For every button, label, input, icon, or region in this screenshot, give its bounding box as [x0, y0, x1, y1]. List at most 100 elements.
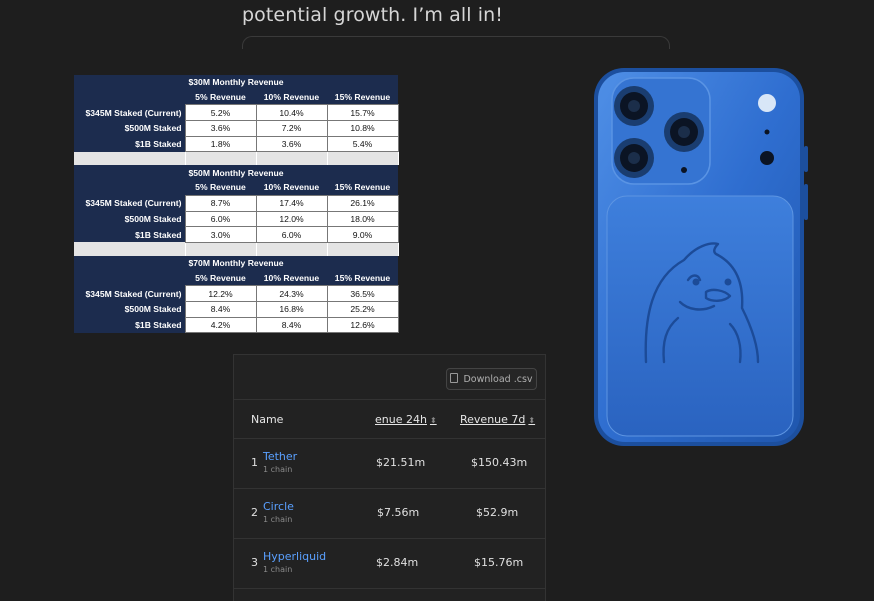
yield-cell: 17.4%: [255, 194, 328, 212]
column-header-row: 5% Revenue 10% Revenue 15% Revenue: [74, 180, 399, 196]
mic-dot: [764, 129, 770, 135]
flash-icon: [758, 94, 776, 112]
scenario-row: $345M Staked (Current) 8.7% 17.4% 26.1%: [74, 194, 399, 212]
yield-cell: 15.7%: [326, 104, 399, 122]
yield-cell: 16.8%: [255, 300, 328, 318]
table-row: 3 Hyperliquid 1 chain $2.84m $15.76m: [234, 538, 545, 589]
yield-cell: 3.6%: [255, 135, 328, 153]
yield-cell: 6.0%: [255, 226, 328, 243]
scenario-row: $345M Staked (Current) 12.2% 24.3% 36.5%: [74, 285, 399, 302]
revenue-24h-value: $2.84m: [376, 556, 419, 569]
scenario-label: $1B Staked: [74, 226, 185, 243]
revenue-7d-value: $52.9m: [476, 506, 519, 519]
column-header-revenue-7d[interactable]: Revenue 7d ⬍: [460, 413, 536, 426]
section-title-row: $70M Monthly Revenue: [74, 255, 399, 271]
scenario-label: $500M Staked: [74, 211, 185, 227]
yield-cell: 1.8%: [184, 135, 257, 153]
table-row: 2 Circle 1 chain $7.56m $52.9m: [234, 488, 545, 539]
chain-count: 1 chain: [263, 465, 293, 474]
side-button: [804, 146, 808, 172]
table-header: Name enue 24h ⬍ Revenue 7d ⬍: [234, 399, 545, 439]
lidar-sensor: [760, 151, 774, 165]
yield-cell: 3.0%: [184, 226, 257, 243]
yield-cell: 4.2%: [184, 316, 257, 334]
column-header: 5% Revenue: [185, 180, 256, 196]
scenario-label: $1B Staked: [74, 136, 185, 152]
section-title: $50M Monthly Revenue: [74, 165, 399, 181]
yield-cell: 7.2%: [255, 120, 328, 137]
scenario-label: $345M Staked (Current): [74, 195, 185, 211]
scenario-label: $1B Staked: [74, 317, 185, 333]
yield-cell: 9.0%: [326, 226, 399, 243]
protocol-link[interactable]: Circle: [263, 500, 294, 513]
row-rank: 3: [251, 556, 258, 569]
protocol-link[interactable]: Hyperliquid: [263, 550, 327, 563]
section-title-row: $30M Monthly Revenue: [74, 75, 399, 90]
table-row: 1 Tether 1 chain $21.51m $150.43m: [234, 438, 545, 489]
yield-cell: 3.6%: [184, 120, 257, 137]
column-header-row: 5% Revenue 10% Revenue 15% Revenue: [74, 89, 399, 105]
scenario-row: $1B Staked 1.8% 3.6% 5.4%: [74, 135, 399, 153]
column-header: 10% Revenue: [256, 180, 327, 196]
scenario-label: $500M Staked: [74, 120, 185, 137]
yield-cell: 12.6%: [326, 316, 399, 334]
scenario-label: $500M Staked: [74, 301, 185, 318]
yield-cell: 5.2%: [184, 104, 257, 122]
column-header-name[interactable]: Name: [251, 413, 284, 426]
header-blank: [74, 270, 185, 286]
sort-icon: ⬍: [429, 416, 437, 425]
yield-cell: 26.1%: [326, 194, 399, 212]
quote-card-edge: [242, 36, 670, 49]
row-rank: 1: [251, 456, 258, 469]
column-header: 15% Revenue: [327, 180, 399, 196]
yield-cell: 12.0%: [255, 210, 328, 228]
yield-cell: 12.2%: [184, 285, 257, 302]
scenario-row: $500M Staked 6.0% 12.0% 18.0%: [74, 210, 399, 228]
yield-cell: 18.0%: [326, 210, 399, 228]
file-icon: [450, 373, 459, 383]
penguin-eye: [692, 278, 700, 286]
scenario-row: $1B Staked 3.0% 6.0% 9.0%: [74, 226, 399, 243]
column-header: 10% Revenue: [256, 270, 327, 286]
phone-image: [594, 68, 808, 446]
sort-icon: ⬍: [528, 416, 536, 425]
yield-cell: 10.4%: [255, 104, 328, 122]
revenue-list-panel: Download .csv Name enue 24h ⬍ Revenue 7d ⬍…: [233, 354, 546, 601]
revenue-7d-value: $150.43m: [471, 456, 528, 469]
scenario-label: $345M Staked (Current): [74, 285, 185, 302]
phone-back-panel: [606, 195, 794, 437]
section-title: $70M Monthly Revenue: [74, 255, 399, 271]
side-button: [804, 184, 808, 220]
camera-lenses: [614, 86, 704, 178]
quote-text: potential growth. I’m all in!: [242, 4, 504, 26]
section-title-row: $50M Monthly Revenue: [74, 165, 399, 181]
chain-count: 1 chain: [263, 565, 293, 574]
revenue-7d-value: $15.76m: [474, 556, 524, 569]
scenario-row: $1B Staked 4.2% 8.4% 12.6%: [74, 316, 399, 334]
scenario-row: $500M Staked 8.4% 16.8% 25.2%: [74, 300, 399, 318]
section-spacer: [74, 151, 399, 166]
header-blank: [74, 180, 185, 196]
header-blank: [74, 89, 185, 105]
penguin-eye: [724, 278, 732, 286]
column-header: 5% Revenue: [185, 270, 256, 286]
revenue-scenarios-table: $30M Monthly Revenue 5% Revenue 10% Revenu…: [74, 75, 399, 334]
column-header: 15% Revenue: [327, 89, 399, 105]
protocol-link[interactable]: Tether: [263, 450, 298, 463]
section-title: $30M Monthly Revenue: [74, 75, 399, 90]
download-csv-button[interactable]: Download .csv: [446, 368, 537, 390]
column-header-revenue-24h[interactable]: enue 24h ⬍: [375, 413, 437, 426]
yield-cell: 25.2%: [326, 300, 399, 318]
chain-count: 1 chain: [263, 515, 293, 524]
section-spacer: [74, 242, 399, 256]
yield-cell: 36.5%: [326, 285, 399, 302]
yield-cell: 8.4%: [184, 300, 257, 318]
scenario-label: $345M Staked (Current): [74, 104, 185, 121]
column-header: 5% Revenue: [185, 89, 256, 105]
yield-cell: 24.3%: [255, 285, 328, 302]
yield-cell: 8.7%: [184, 194, 257, 212]
scenario-row: $500M Staked 3.6% 7.2% 10.8%: [74, 120, 399, 137]
column-header-row: 5% Revenue 10% Revenue 15% Revenue: [74, 270, 399, 286]
scenario-row: $345M Staked (Current) 5.2% 10.4% 15.7%: [74, 104, 399, 122]
revenue-24h-value: $21.51m: [376, 456, 426, 469]
